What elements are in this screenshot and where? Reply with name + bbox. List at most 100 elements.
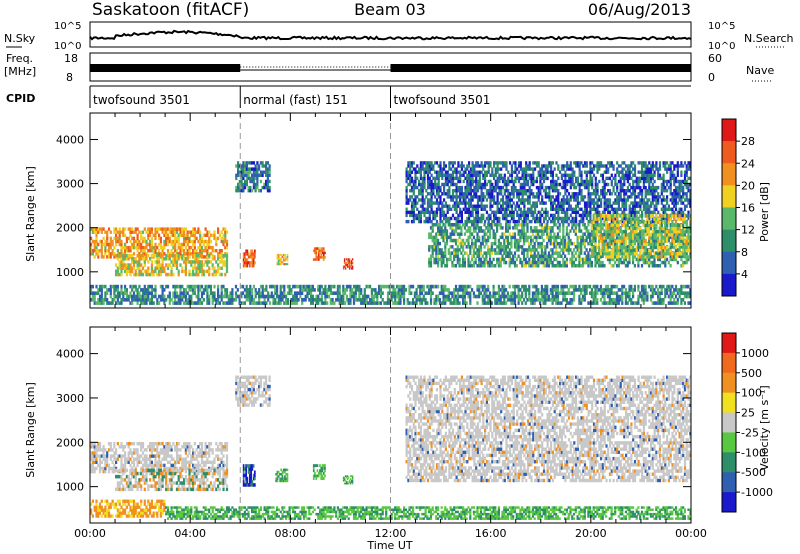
data-cell bbox=[664, 198, 667, 202]
data-cell bbox=[492, 248, 495, 252]
data-cell bbox=[122, 260, 125, 264]
data-cell bbox=[585, 257, 588, 262]
data-cell bbox=[496, 216, 499, 221]
data-cell bbox=[682, 164, 685, 168]
data-cell bbox=[120, 245, 123, 250]
data-cell bbox=[466, 185, 469, 190]
data-cell bbox=[442, 257, 445, 262]
data-cell bbox=[510, 173, 513, 177]
data-cell bbox=[474, 226, 477, 230]
data-cell bbox=[664, 239, 667, 243]
data-cell bbox=[514, 167, 517, 171]
data-cell bbox=[683, 229, 686, 234]
data-cell bbox=[498, 216, 501, 221]
data-cell bbox=[166, 252, 170, 256]
data-cell bbox=[159, 266, 162, 270]
data-cell bbox=[610, 248, 613, 253]
data-cell bbox=[505, 223, 508, 227]
data-cell bbox=[565, 260, 568, 265]
data-cell bbox=[655, 217, 658, 221]
data-cell bbox=[197, 257, 200, 261]
data-cell bbox=[640, 245, 644, 250]
data-cell bbox=[419, 161, 422, 165]
data-cell bbox=[467, 264, 470, 268]
data-cell bbox=[678, 232, 681, 236]
data-cell bbox=[617, 192, 620, 196]
data-cell bbox=[316, 258, 319, 261]
data-cell bbox=[479, 260, 483, 265]
data-cell bbox=[685, 220, 688, 224]
data-cell bbox=[567, 192, 571, 196]
data-cell bbox=[240, 182, 243, 187]
data-cell bbox=[421, 210, 424, 214]
data-cell bbox=[678, 248, 681, 252]
data-cell bbox=[471, 232, 474, 236]
data-cell bbox=[412, 219, 415, 224]
data-cell bbox=[491, 210, 494, 214]
data-cell bbox=[222, 253, 225, 258]
data-cell bbox=[261, 161, 264, 165]
data-cell bbox=[651, 210, 654, 214]
data-cell bbox=[463, 251, 466, 255]
data-cell bbox=[594, 164, 597, 168]
data-cell bbox=[546, 219, 549, 224]
data-cell bbox=[474, 251, 477, 255]
data-cell bbox=[589, 216, 592, 221]
data-cell bbox=[254, 252, 256, 256]
data-cell bbox=[491, 185, 494, 190]
data-cell bbox=[192, 272, 195, 277]
data-cell bbox=[610, 255, 613, 259]
data-cell bbox=[129, 272, 132, 277]
data-cell bbox=[475, 219, 478, 224]
data-cell bbox=[481, 238, 484, 243]
data-cell bbox=[637, 201, 640, 205]
data-cell bbox=[425, 210, 428, 214]
data-cell bbox=[674, 239, 678, 243]
data-cell bbox=[350, 265, 353, 268]
data-cell bbox=[560, 219, 563, 224]
data-cell bbox=[496, 192, 499, 196]
data-cell bbox=[662, 241, 665, 246]
data-cell bbox=[501, 235, 504, 240]
data-cell bbox=[630, 185, 633, 190]
data-cell bbox=[220, 272, 223, 277]
data-cell bbox=[625, 198, 628, 202]
data-cell bbox=[539, 241, 542, 246]
data-cell bbox=[614, 216, 617, 221]
data-cell bbox=[523, 176, 526, 181]
data-cell bbox=[644, 248, 647, 253]
data-cell bbox=[125, 236, 128, 241]
data-cell bbox=[430, 173, 433, 177]
data-cell bbox=[235, 164, 238, 168]
data-cell bbox=[649, 226, 653, 231]
data-cell bbox=[508, 232, 511, 236]
data-cell bbox=[213, 269, 216, 274]
data-cell bbox=[487, 264, 490, 268]
data-cell bbox=[507, 195, 510, 199]
data-cell bbox=[598, 242, 601, 246]
data-cell bbox=[623, 242, 626, 246]
data-cell bbox=[453, 229, 456, 233]
data-cell bbox=[410, 207, 414, 211]
data-cell bbox=[168, 236, 171, 241]
data-cell bbox=[485, 210, 488, 214]
data-cell bbox=[419, 219, 422, 224]
data-cell bbox=[140, 230, 143, 234]
data-cell bbox=[195, 257, 198, 261]
data-cell bbox=[225, 230, 229, 234]
data-cell bbox=[532, 201, 535, 205]
data-cell bbox=[612, 255, 615, 259]
data-cell bbox=[572, 229, 576, 233]
data-cell bbox=[633, 241, 636, 246]
data-cell bbox=[671, 214, 674, 218]
data-cell bbox=[469, 260, 472, 265]
data-cell bbox=[664, 207, 667, 211]
data-cell bbox=[141, 257, 145, 261]
data-cell bbox=[478, 204, 481, 208]
data-cell bbox=[526, 198, 530, 202]
data-cell bbox=[428, 219, 431, 224]
data-cell bbox=[451, 223, 454, 227]
data-cell bbox=[440, 257, 443, 262]
data-cell bbox=[225, 252, 229, 256]
data-cell bbox=[460, 185, 463, 190]
